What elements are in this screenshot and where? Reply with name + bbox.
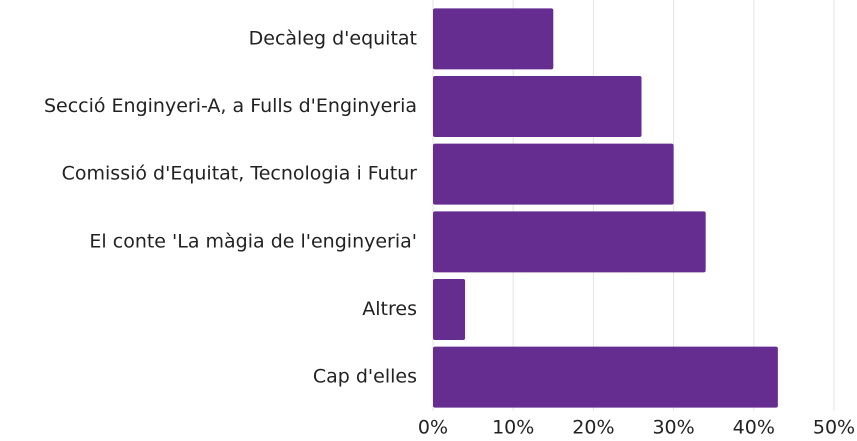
x-tick-label: 10% bbox=[492, 417, 534, 439]
x-tick-label: 50% bbox=[813, 417, 855, 439]
bar bbox=[433, 8, 554, 70]
y-tick-label: El conte 'La màgia de l'enginyeria' bbox=[89, 230, 417, 252]
bar bbox=[433, 346, 778, 408]
x-tick-label: 30% bbox=[652, 417, 694, 439]
bar bbox=[433, 211, 706, 273]
x-tick-label: 0% bbox=[418, 417, 448, 439]
x-tick-label: 20% bbox=[572, 417, 614, 439]
x-tick-label: 40% bbox=[733, 417, 775, 439]
y-tick-label: Cap d'elles bbox=[313, 366, 417, 388]
y-tick-label: Secció Enginyeri-A, a Fulls d'Enginyeria bbox=[44, 95, 417, 117]
y-tick-label: Decàleg d'equitat bbox=[249, 27, 417, 49]
bar bbox=[433, 143, 674, 205]
bar bbox=[433, 76, 642, 137]
y-tick-label: Altres bbox=[362, 298, 417, 320]
bar bbox=[433, 279, 466, 340]
y-tick-label: Comissió d'Equitat, Tecnologia i Futur bbox=[62, 163, 418, 185]
